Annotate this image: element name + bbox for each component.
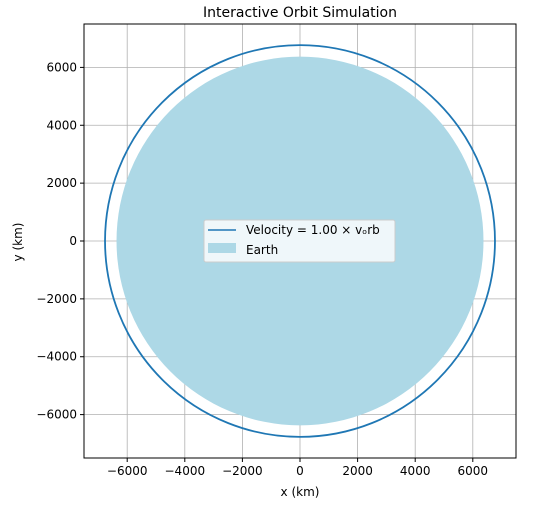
x-axis-label: x (km) <box>281 485 320 499</box>
legend-box <box>203 219 396 263</box>
chart-title: Interactive Orbit Simulation <box>203 5 397 21</box>
x-tick-label: 6000 <box>458 464 489 478</box>
orbit-path <box>104 44 496 438</box>
y-tick-label: −2000 <box>36 292 77 306</box>
y-tick-label: 4000 <box>46 118 77 132</box>
x-tick-label: 2000 <box>342 464 373 478</box>
x-tick-label: −2000 <box>222 464 263 478</box>
legend-earth-swatch <box>208 243 236 253</box>
y-tick-label: 6000 <box>46 60 77 74</box>
y-tick-label: 2000 <box>46 176 77 190</box>
y-tick-label: −6000 <box>36 408 77 422</box>
legend-earth-label: Earth <box>246 243 278 257</box>
tick-labels: −6000 −4000 −2000 0 2000 4000 6000 −6000 −4000 −2… <box>36 60 488 478</box>
x-tick-label: 4000 <box>400 464 431 478</box>
x-tick-label: −4000 <box>165 464 206 478</box>
legend-orbit-label: Velocity = 1.00 × vₒrb <box>246 223 380 237</box>
legend: Velocity = 1.00 × vₒrb Earth <box>203 219 396 263</box>
y-tick-label: 0 <box>69 234 77 248</box>
y-axis-label: y (km) <box>11 223 25 262</box>
x-tick-label: −6000 <box>107 464 148 478</box>
y-tick-label: −4000 <box>36 350 77 364</box>
x-tick-label: 0 <box>296 464 304 478</box>
